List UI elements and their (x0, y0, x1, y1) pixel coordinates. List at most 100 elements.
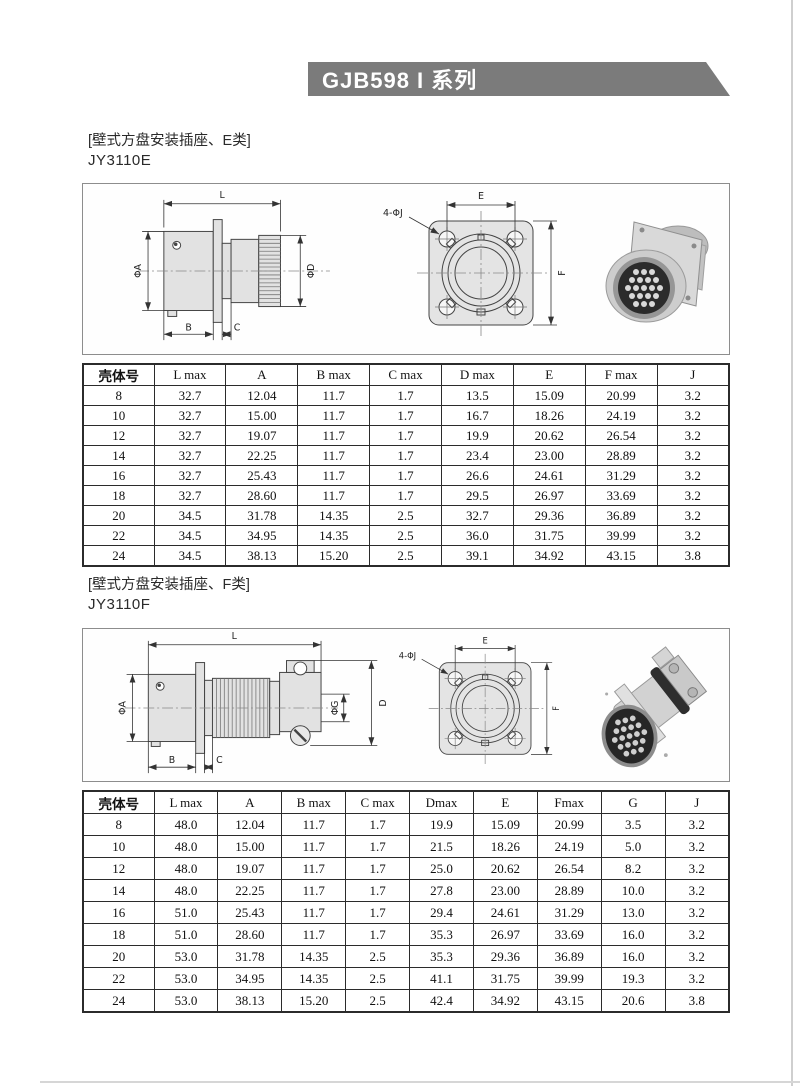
table-cell: 25.43 (225, 465, 299, 486)
table-row: 8 48.0 12.04 11.7 1.7 19.9 15.09 20.99 3.5 3.2 (82, 813, 730, 836)
table-cell: 20 (82, 945, 155, 968)
table-cell: 34.5 (153, 505, 227, 526)
table-cell: 22.25 (217, 879, 283, 902)
table-cell: 11.7 (297, 485, 371, 506)
table-cell: 20.99 (584, 385, 658, 406)
table-cell: 3.2 (656, 505, 730, 526)
table-cell: 24 (82, 545, 155, 567)
table-cell: 20.6 (600, 989, 666, 1013)
table-cell: 36.0 (440, 525, 514, 546)
front-view-drawing-f: E F 4-ΦJ (399, 635, 561, 765)
table-cell: 18.26 (512, 405, 586, 426)
table-cell: 3.8 (656, 545, 730, 567)
table-cell: 33.69 (584, 485, 658, 506)
table-cell: 11.7 (281, 813, 347, 836)
table-cell: 51.0 (153, 901, 219, 924)
table-cell: 28.60 (225, 485, 299, 506)
contact-pins (611, 715, 647, 757)
table-cell: 35.3 (409, 945, 474, 968)
table-cell: 1.7 (369, 405, 442, 426)
column-header: J (664, 790, 730, 814)
table-cell: 38.13 (225, 545, 299, 567)
table-cell: 36.89 (584, 505, 658, 526)
dim-label-c: C (234, 322, 241, 333)
column-header: B max (297, 363, 371, 386)
table-cell: 32.7 (153, 425, 227, 446)
table-row: 10 32.7 15.00 11.7 1.7 16.7 18.26 24.19 3.2 (82, 405, 730, 426)
table-cell: 29.4 (409, 901, 474, 924)
table-cell: 15.20 (297, 545, 371, 567)
table-row: 14 32.7 22.25 11.7 1.7 23.4 23.00 28.89 3.2 (82, 445, 730, 466)
table-cell: 26.6 (440, 465, 514, 486)
table-cell: 48.0 (153, 879, 219, 902)
table-cell: 48.0 (153, 857, 219, 880)
table-cell: 11.7 (281, 879, 347, 902)
column-header: L max (153, 363, 227, 386)
table-cell: 1.7 (345, 923, 411, 946)
table-cell: 16.7 (440, 405, 514, 426)
model-code-f: JY3110F (88, 596, 151, 613)
table-cell: 53.0 (153, 967, 219, 990)
table-cell: 53.0 (153, 945, 219, 968)
table-cell: 19.07 (217, 857, 283, 880)
table-cell: 8.2 (600, 857, 666, 880)
column-header: 壳体号 (82, 363, 155, 386)
table-cell: 3.8 (664, 989, 730, 1013)
table-cell: 23.00 (472, 879, 538, 902)
table-row: 14 48.0 22.25 11.7 1.7 27.8 23.00 28.89 10.0 3.2 (82, 879, 730, 902)
dim-label-phi-g: ΦG (330, 701, 341, 716)
table-cell: 1.7 (369, 485, 442, 506)
table-row: 16 32.7 25.43 11.7 1.7 26.6 24.61 31.29 3.2 (82, 465, 730, 486)
table-cell: 32.7 (153, 465, 227, 486)
table-cell: 1.7 (345, 901, 411, 924)
table-cell: 2.5 (345, 945, 411, 968)
table-row: 22 53.0 34.95 14.35 2.5 41.1 31.75 39.99 19.3 3.2 (82, 967, 730, 990)
table-cell: 41.1 (409, 967, 474, 990)
column-header: Fmax (536, 790, 602, 814)
centerlines (417, 211, 549, 337)
dim-label-f: F (557, 270, 568, 275)
table-cell: 11.7 (281, 835, 347, 858)
table-cell: 16 (82, 465, 155, 486)
table-cell: 20 (82, 505, 155, 526)
table-row: 22 34.5 34.95 14.35 2.5 36.0 31.75 39.99 3.2 (82, 525, 730, 546)
table-cell: 53.0 (153, 989, 219, 1013)
table-cell: 15.20 (281, 989, 347, 1013)
table-cell: 3.2 (664, 813, 730, 836)
table-cell: 23.4 (440, 445, 514, 466)
table-cell: 14.35 (297, 505, 371, 526)
table-cell: 24.19 (584, 405, 658, 426)
table-cell: 19.9 (440, 425, 514, 446)
table-cell: 11.7 (297, 465, 371, 486)
table-cell: 29.36 (472, 945, 538, 968)
centerlines (428, 653, 546, 765)
table-row: 10 48.0 15.00 11.7 1.7 21.5 18.26 24.19 5.0 3.2 (82, 835, 730, 858)
table-cell: 36.89 (536, 945, 602, 968)
table-cell: 26.97 (472, 923, 538, 946)
table-header-row: 壳体号 L max A B max C max D max E F max J (82, 363, 730, 386)
column-header: C max (345, 790, 411, 814)
table-cell: 23.00 (512, 445, 586, 466)
table-cell: 34.5 (153, 525, 227, 546)
table-cell: 31.29 (584, 465, 658, 486)
table-cell: 32.7 (440, 505, 514, 526)
section-label-e: [壁式方盘安装插座、E类] (88, 133, 251, 149)
table-cell: 20.62 (472, 857, 538, 880)
table-cell: 1.7 (369, 445, 442, 466)
table-cell: 11.7 (297, 445, 371, 466)
table-cell: 1.7 (345, 879, 411, 902)
column-header: A (225, 363, 299, 386)
table-cell: 31.78 (225, 505, 299, 526)
table-cell: 12 (82, 857, 155, 880)
mounting-holes-label: 4-ΦJ (383, 208, 403, 219)
dim-label-l: L (220, 190, 226, 201)
table-cell: 22.25 (225, 445, 299, 466)
product-photo-f (601, 646, 707, 768)
dim-label-phi-a: ΦA (133, 263, 144, 277)
dim-label-d: D (378, 699, 389, 706)
spec-table-f: 壳体号 L max A B max C max Dmax E Fmax G J 8 48.0 12.04… (82, 790, 730, 1013)
table-cell: 14.35 (281, 945, 347, 968)
table-cell: 3.2 (656, 425, 730, 446)
table-cell: 32.7 (153, 385, 227, 406)
table-row: 18 51.0 28.60 11.7 1.7 35.3 26.97 33.69 16.0 3.2 (82, 923, 730, 946)
